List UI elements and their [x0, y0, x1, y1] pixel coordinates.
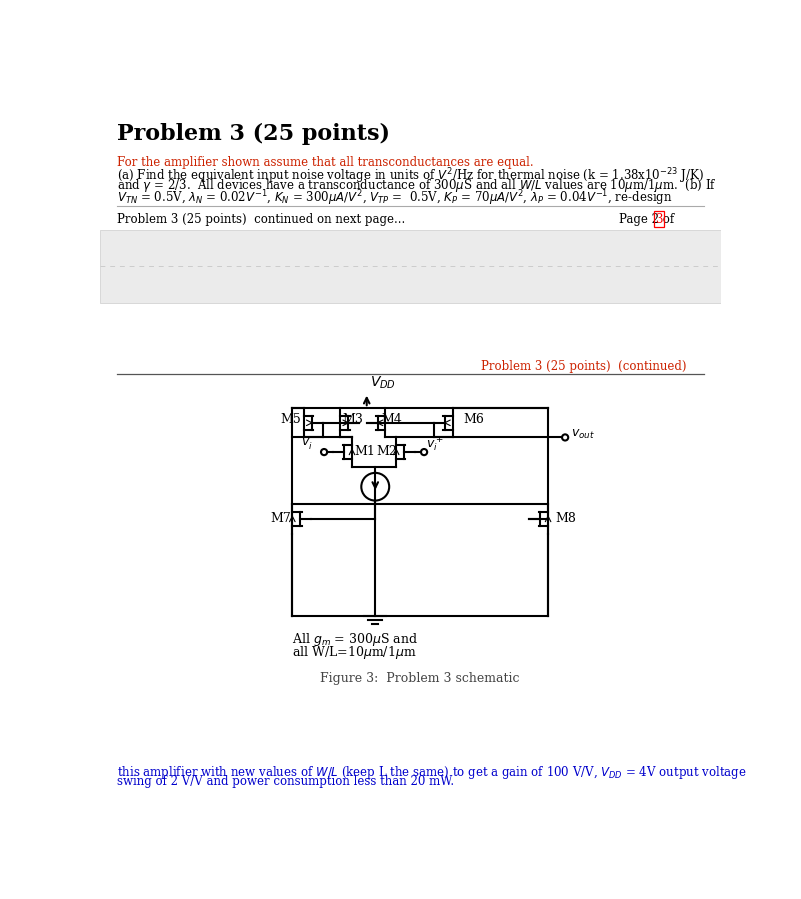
Bar [100, 229, 721, 303]
Text: M7: M7 [271, 512, 292, 525]
Text: M4: M4 [381, 414, 402, 426]
Text: M8: M8 [556, 512, 577, 525]
Text: 3: 3 [655, 212, 662, 226]
Text: and $\gamma$ = 2/3.  All devices have a transconductance of 300$\mu$S and all $W: and $\gamma$ = 2/3. All devices have a t… [117, 177, 717, 194]
Text: Problem 3 (25 points)  (continued): Problem 3 (25 points) (continued) [481, 360, 686, 373]
Text: $v_{out}$: $v_{out}$ [570, 428, 594, 441]
Text: Figure 3:  Problem 3 schematic: Figure 3: Problem 3 schematic [320, 672, 520, 684]
Text: (a) Find the equivalent input noise voltage in units of $V^2$/Hz for thermal noi: (a) Find the equivalent input noise volt… [117, 166, 704, 186]
Text: swing of 2 V/V and power consumption less than 20 mW.: swing of 2 V/V and power consumption les… [117, 775, 454, 788]
Text: M5: M5 [280, 414, 301, 426]
Text: $v_i^-$: $v_i^-$ [301, 436, 319, 451]
Text: M1: M1 [354, 445, 375, 458]
Text: M2: M2 [376, 445, 397, 458]
Text: All $g_m$ = 300$\mu$S and: All $g_m$ = 300$\mu$S and [292, 631, 418, 648]
Text: Problem 3 (25 points)  continued on next page...: Problem 3 (25 points) continued on next … [117, 212, 405, 226]
Text: M6: M6 [464, 414, 485, 426]
Text: $V_{DD}$: $V_{DD}$ [370, 375, 396, 391]
Text: Page 2 of: Page 2 of [619, 212, 678, 226]
Text: all W/L=10$\mu$m/1$\mu$m: all W/L=10$\mu$m/1$\mu$m [292, 644, 417, 661]
Text: $v_i^+$: $v_i^+$ [425, 434, 444, 453]
Text: $V_{TN}$ = 0.5V, $\lambda_N$ = 0.02$V^{-1}$, $K_N$ = 300$\mu A/V^2$, $V_{TP}$ = : $V_{TN}$ = 0.5V, $\lambda_N$ = 0.02$V^{-… [117, 188, 673, 208]
Text: this amplifier with new values of $W/L$ (keep L the same) to get a gain of 100 V: this amplifier with new values of $W/L$ … [117, 764, 747, 781]
Text: Problem 3 (25 points): Problem 3 (25 points) [117, 123, 390, 146]
Text: M3: M3 [342, 414, 363, 426]
Text: For the amplifier shown assume that all transconductances are equal.: For the amplifier shown assume that all … [117, 156, 533, 169]
